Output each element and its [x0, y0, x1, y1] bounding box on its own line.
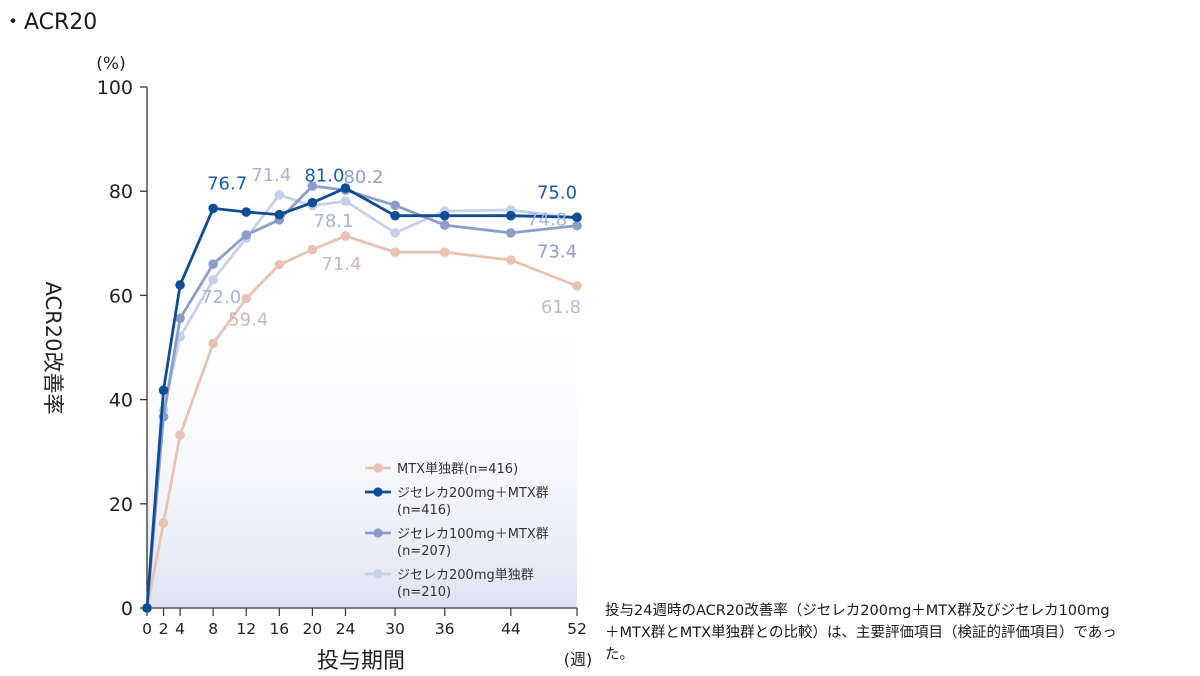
- data-label: 71.4: [251, 165, 291, 186]
- x-tick-label: 20: [303, 620, 323, 638]
- footnote-line: 投与24週時のACR20改善率（ジセレカ200mg＋MTX群及びジセレカ100m…: [605, 603, 1110, 619]
- legend-label: (n=210): [397, 585, 451, 600]
- data-point: [506, 255, 516, 265]
- x-tick-label: 16: [269, 620, 289, 638]
- legend-label: MTX単独群(n=416): [397, 461, 518, 477]
- data-point: [175, 430, 185, 440]
- legend-label: (n=416): [397, 503, 451, 518]
- legend-swatch-marker: [373, 528, 383, 538]
- data-point: [439, 247, 450, 257]
- data-label: 73.4: [537, 242, 577, 263]
- data-point: [340, 183, 351, 193]
- data-label: 75.0: [537, 182, 577, 203]
- data-point: [241, 230, 252, 240]
- data-point: [340, 231, 351, 241]
- footnote: 投与24週時のACR20改善率（ジセレカ200mg＋MTX群及びジセレカ100m…: [605, 600, 1200, 666]
- data-point: [175, 313, 185, 324]
- data-point: [307, 197, 318, 208]
- x-tick-label: 30: [385, 620, 405, 638]
- legend-entry: ジセレカ100mg＋MTX群 (n=207): [365, 527, 549, 559]
- footnote-line: た。: [605, 647, 634, 663]
- legend-label: ジセレカ200mg＋MTX群: [397, 486, 549, 501]
- data-point: [274, 190, 285, 200]
- legend-entry: MTX単独群(n=416): [365, 461, 518, 477]
- data-point: [241, 207, 252, 217]
- data-label: 80.2: [343, 167, 383, 188]
- data-point: [572, 212, 582, 223]
- y-tick-label: 20: [109, 494, 133, 516]
- x-tick-label: 44: [501, 620, 521, 638]
- data-label: 61.8: [541, 297, 581, 318]
- x-tick-label: 8: [208, 620, 218, 638]
- series-line: [145, 234, 578, 609]
- y-tick-label: 60: [109, 285, 133, 307]
- data-point: [307, 181, 318, 191]
- x-tick-label: 24: [336, 620, 356, 638]
- data-point: [390, 210, 400, 221]
- data-point: [506, 210, 516, 221]
- data-label: 76.7: [207, 173, 247, 194]
- data-point: [208, 203, 218, 214]
- x-tick-label: 36: [435, 620, 455, 638]
- data-label: 81.0: [304, 166, 344, 187]
- data-point: [439, 220, 450, 230]
- legend-label: ジセレカ200mg単独群: [397, 567, 534, 583]
- data-point: [390, 200, 400, 211]
- data-point: [241, 293, 252, 304]
- data-point: [208, 259, 218, 269]
- data-point: [307, 244, 318, 255]
- data-label: 59.4: [228, 310, 268, 331]
- y-tick-label: 80: [109, 181, 133, 203]
- data-label: 78.1: [313, 211, 353, 232]
- y-axis-title: ACR20改善率: [41, 282, 65, 415]
- data-point: [340, 196, 351, 206]
- data-point: [208, 274, 218, 285]
- data-point: [439, 210, 450, 221]
- data-point: [274, 209, 285, 220]
- series-line: [145, 186, 578, 609]
- data-point: [572, 220, 582, 231]
- x-tick-label: 12: [236, 620, 256, 638]
- series-line: [145, 184, 578, 609]
- legend-entry: ジセレカ200mg単独群 (n=210): [365, 567, 534, 600]
- legend-swatch-marker: [373, 487, 383, 497]
- legend-swatch-marker: [373, 569, 383, 579]
- legend-label: ジセレカ100mg＋MTX群: [397, 527, 549, 542]
- data-point: [506, 228, 516, 238]
- legend-entry: ジセレカ200mg＋MTX群 (n=416): [365, 486, 549, 518]
- plot-background: [147, 300, 577, 608]
- y-axis-unit: (%): [96, 54, 125, 74]
- data-label: 71.4: [321, 254, 361, 275]
- data-point: [158, 518, 169, 528]
- data-label: 72.0: [201, 287, 241, 308]
- legend-swatch-marker: [373, 463, 383, 473]
- data-point: [390, 228, 400, 238]
- data-point: [175, 280, 185, 290]
- data-point: [390, 247, 400, 257]
- x-tick-label: 2: [159, 620, 169, 638]
- y-tick-label: 100: [97, 77, 133, 99]
- x-tick-label: 52: [567, 620, 587, 638]
- legend-label: (n=207): [397, 544, 451, 559]
- data-label: 74.8: [527, 209, 567, 230]
- data-point: [274, 259, 285, 270]
- data-point: [208, 338, 218, 349]
- data-point: [142, 603, 152, 613]
- data-point: [158, 385, 169, 396]
- y-tick-label: 40: [109, 390, 133, 412]
- y-tick-label: 0: [121, 598, 133, 620]
- series-line: [145, 193, 578, 609]
- x-tick-label: 4: [175, 620, 185, 638]
- data-point: [572, 281, 582, 291]
- series-1: [142, 183, 582, 613]
- x-axis-unit: (週): [564, 650, 593, 669]
- x-tick-label: 0: [142, 620, 152, 638]
- x-axis-title: 投与期間: [317, 649, 405, 674]
- chart-heading: ・ACR20: [2, 10, 98, 35]
- footnote-line: ＋MTX群とMTX単独群との比較）は、主要評価項目（検証的評価項目）であっ: [605, 625, 1117, 641]
